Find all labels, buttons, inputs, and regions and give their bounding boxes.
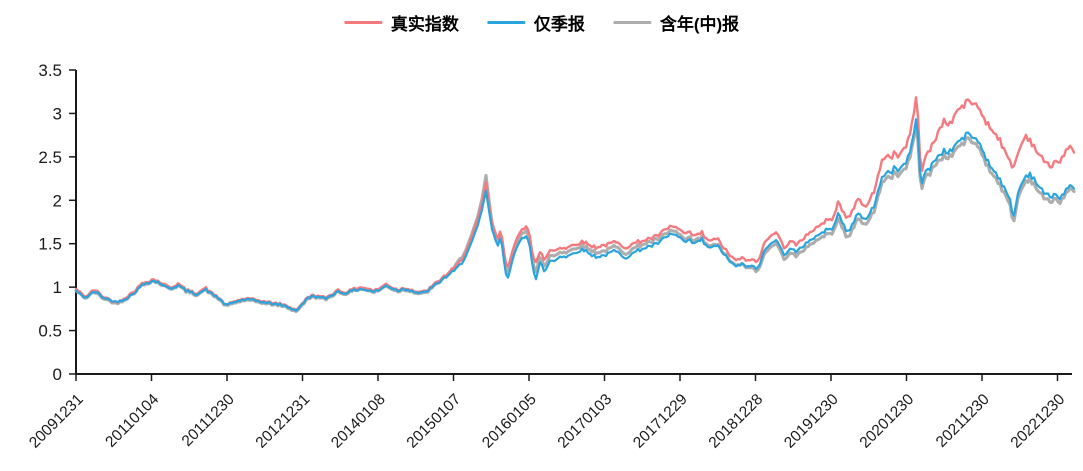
chart-legend: 真实指数 仅季报 含年(中)报 — [343, 10, 740, 35]
x-tick-label: 20121231 — [253, 391, 314, 452]
x-tick-label: 20221230 — [1008, 391, 1069, 452]
legend-item: 真实指数 — [343, 10, 459, 35]
y-tick-label: 2 — [53, 191, 62, 210]
series-line-quarterly-only — [74, 118, 1076, 312]
x-tick-label: 20170103 — [555, 391, 616, 452]
y-tick-label: 3 — [53, 104, 62, 123]
x-tick-label: 20160105 — [479, 391, 540, 452]
x-tick-label: 20181228 — [706, 391, 767, 452]
x-tick-label: 20150107 — [404, 391, 465, 452]
y-tick-label: 3.5 — [38, 61, 62, 80]
y-tick-label: 1.5 — [38, 235, 62, 254]
y-tick-label: 0 — [53, 365, 62, 384]
legend-item: 含年(中)报 — [612, 10, 740, 35]
x-tick-label: 20211230 — [933, 391, 993, 451]
legend-label: 真实指数 — [390, 15, 459, 34]
x-tick-label: 20171229 — [630, 391, 691, 452]
legend-item: 仅季报 — [486, 10, 585, 35]
legend-line-swatch — [486, 21, 525, 24]
legend-line-swatch — [612, 21, 651, 24]
legend-label: 含年(中)报 — [659, 15, 740, 34]
x-tick-label: 20110104 — [102, 391, 162, 451]
x-tick-label: 20191230 — [781, 391, 842, 452]
y-tick-label: 0.5 — [38, 322, 62, 341]
y-tick-label: 1 — [53, 278, 62, 297]
series-line-with-annual-interim — [74, 122, 1076, 314]
x-tick-label: 20201230 — [857, 391, 918, 452]
x-tick-label: 20091231 — [26, 391, 87, 452]
x-tick-label: 20140108 — [328, 391, 389, 452]
x-tick-label: 20111230 — [179, 391, 238, 450]
legend-line-swatch — [343, 21, 382, 24]
axis-lines — [75, 70, 1072, 375]
legend-label: 仅季报 — [533, 15, 585, 34]
y-tick-label: 2.5 — [38, 148, 62, 167]
series-line-real-index — [74, 96, 1076, 311]
